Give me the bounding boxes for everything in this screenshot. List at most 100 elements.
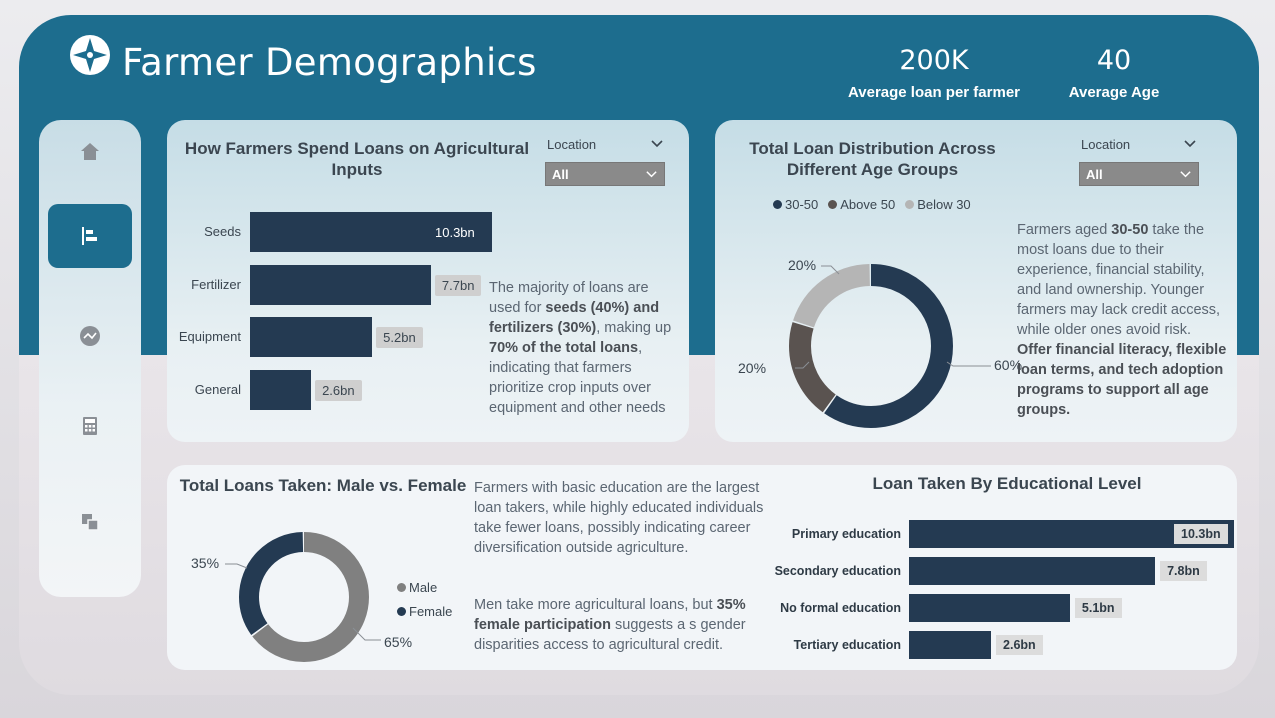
- slice-value-label: 20%: [738, 360, 766, 376]
- insight-bold: seeds (40%) and fertilizers (30%): [489, 300, 660, 336]
- bar[interactable]: [250, 369, 312, 410]
- bar-category-label: No formal education: [780, 601, 901, 615]
- chevron-down-icon: [646, 171, 657, 178]
- bar-value-label: 2.6bn: [996, 635, 1043, 655]
- card-title: Total Loan Distribution Across Different…: [749, 139, 996, 179]
- bar-value-label: 7.7bn: [434, 274, 482, 296]
- legend-dot: [397, 607, 406, 616]
- legend-item: Below 30: [905, 197, 971, 212]
- calculator-icon: [83, 417, 97, 435]
- gender-legend: Male Female: [397, 576, 452, 624]
- card-title: Loan Taken By Educational Level: [872, 474, 1142, 493]
- dropdown-value: All: [1086, 167, 1103, 182]
- card-title: Total Loans Taken: Male vs. Female: [179, 476, 467, 495]
- kpi-value: 40: [1096, 45, 1132, 76]
- nav-network-button[interactable]: [48, 304, 132, 368]
- insight-text: take the most loans due to their experie…: [1017, 222, 1221, 338]
- filter-label: Location: [1081, 137, 1131, 152]
- bar-value-label: 5.2bn: [376, 327, 423, 348]
- bar-value-label: 10.3bn: [1174, 524, 1228, 544]
- nav-layers-button[interactable]: [48, 490, 132, 554]
- bar-category-label: General: [194, 381, 241, 397]
- leader-line: [795, 361, 810, 369]
- leader-line: [225, 563, 248, 569]
- bar-value-label: 5.1bn: [1074, 598, 1122, 618]
- age-insight: Farmers aged 30-50 take the most loans d…: [1017, 220, 1229, 420]
- bar-category-label: Primary education: [791, 527, 901, 541]
- kpi-label: Average loan per farmer: [847, 84, 1021, 101]
- age-distribution-card: Total Loan Distribution Across Different…: [715, 120, 1237, 442]
- legend-label: 30-50: [785, 197, 819, 212]
- bottom-card: Total Loans Taken: Male vs. Female 65% 35…: [167, 465, 1237, 670]
- dropdown-value: All: [552, 167, 569, 182]
- age-legend: 30-50 Above 50 Below 30: [773, 197, 971, 212]
- chevron-down-icon: [1180, 171, 1191, 178]
- layers-icon: [82, 514, 99, 531]
- legend-label: Above 50: [840, 197, 896, 212]
- location-filter-dropdown[interactable]: All: [1079, 162, 1199, 186]
- insight-bold: 35% female participation: [474, 597, 746, 633]
- leader-line: [946, 361, 991, 367]
- insight-text: Men take more agricultural loans, but: [474, 597, 717, 613]
- slice-value-label: 65%: [384, 634, 412, 650]
- legend-label: Female: [409, 604, 453, 619]
- donut-slice[interactable]: [789, 264, 953, 428]
- bar[interactable]: [250, 264, 431, 305]
- donut-slice[interactable]: [789, 264, 953, 428]
- nav-home-button[interactable]: [48, 120, 132, 184]
- age-donut-chart: 60% 20% 20%: [738, 257, 1022, 428]
- legend-item: Male: [397, 576, 452, 600]
- kpi-average-age: 40 Average Age: [1059, 45, 1169, 101]
- home-icon: [81, 143, 99, 160]
- insight-bold: 30-50: [1111, 222, 1149, 238]
- leader-line: [352, 627, 381, 641]
- legend-item: Above 50: [828, 197, 895, 212]
- donut-slice[interactable]: [239, 532, 369, 662]
- kpi-average-loan: 200K Average loan per farmer: [839, 45, 1029, 101]
- insight-text: Farmers aged: [1017, 222, 1112, 238]
- bar-category-label: Fertilizer: [191, 276, 241, 292]
- slice-value-label: 20%: [788, 257, 816, 273]
- bar-category-label: Seeds: [204, 224, 241, 239]
- bar[interactable]: [909, 557, 1156, 585]
- dashboard-frame: Farmer Demographics 200K Average loan pe…: [19, 15, 1259, 695]
- slice-value-label: 35%: [191, 555, 219, 571]
- chevron-down-icon[interactable]: [1183, 137, 1197, 151]
- filter-label: Location: [547, 137, 597, 152]
- gender-donut-chart: 65% 35%: [191, 532, 412, 662]
- bar[interactable]: [909, 631, 992, 659]
- kpi-label: Average Age: [1068, 84, 1160, 101]
- insight-text: The majority of loans are used for: [489, 280, 649, 316]
- bar[interactable]: [250, 317, 373, 357]
- legend-item: Female: [397, 600, 452, 624]
- bar-chart-icon: [82, 227, 97, 245]
- side-navigation: [39, 120, 141, 597]
- chevron-down-icon[interactable]: [650, 137, 664, 151]
- donut-slice[interactable]: [239, 532, 369, 662]
- legend-label: Male: [409, 580, 438, 595]
- card-title: How Farmers Spend Loans on Agricultural …: [184, 139, 530, 179]
- bar[interactable]: [909, 594, 1070, 622]
- bar-category-label: Equipment: [178, 329, 241, 344]
- legend-dot: [397, 583, 406, 592]
- insight-text: , indicating that farmers prioritize cro…: [489, 340, 666, 416]
- kpi-value: 200K: [899, 45, 969, 76]
- insight-bold: 70% of the total loans: [489, 340, 639, 356]
- logo-icon: [70, 35, 110, 75]
- bar-category-label: Secondary education: [774, 564, 901, 578]
- gender-insight: Men take more agricultural loans, but 35…: [474, 595, 768, 655]
- location-filter-dropdown[interactable]: All: [545, 162, 665, 186]
- loan-inputs-card: How Farmers Spend Loans on Agricultural …: [167, 120, 689, 442]
- insight-text: , making up: [596, 320, 672, 336]
- nav-charts-button[interactable]: [48, 204, 132, 268]
- legend-item: 30-50: [773, 197, 818, 212]
- legend-dot: [905, 200, 915, 209]
- insight-bold: Offer financial literacy, flexible loan …: [1017, 342, 1227, 418]
- bar-value-label: 7.8bn: [1160, 561, 1207, 581]
- insight-text: suggests a s gender disparities access t…: [474, 617, 746, 653]
- nav-calculator-button[interactable]: [48, 394, 132, 458]
- leader-line: [821, 265, 840, 275]
- legend-label: Below 30: [917, 197, 971, 212]
- slice-value-label: 60%: [994, 357, 1022, 373]
- legend-dot: [828, 200, 838, 209]
